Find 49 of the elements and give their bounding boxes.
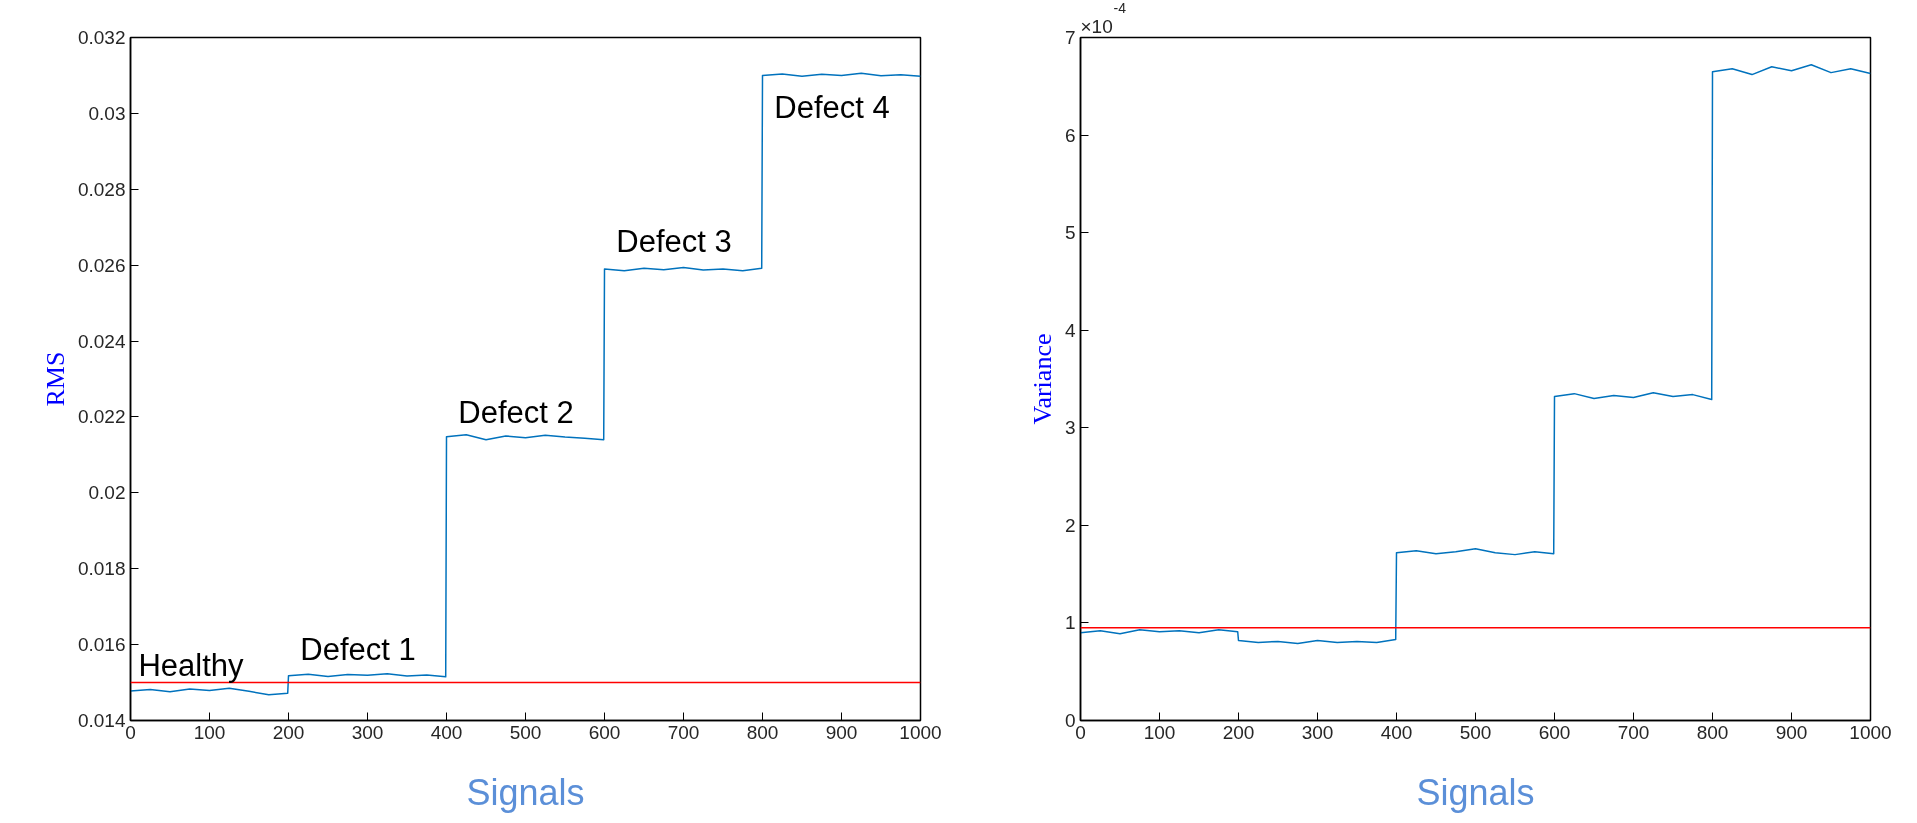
x-tick-label: 500 — [1459, 721, 1492, 743]
x-tick-label: 1000 — [899, 721, 942, 743]
annotation: Defect 3 — [616, 224, 732, 260]
x-tick-label: 300 — [351, 721, 384, 743]
y-axis-title: RMS — [40, 351, 70, 407]
y-tick-label: 7 — [1064, 27, 1076, 48]
y-tick-label: 2 — [1064, 514, 1076, 536]
line-series — [130, 72, 921, 696]
x-tick-label: 900 — [1775, 721, 1808, 743]
x-tick-label: 700 — [667, 721, 700, 743]
x-axis-title: Signals — [466, 771, 585, 813]
x-axis-title: Signals — [1416, 771, 1535, 813]
annotation: Defect 4 — [774, 90, 890, 126]
y-tick-label: 6 — [1064, 124, 1076, 146]
x-tick-label: 100 — [193, 721, 226, 743]
y-tick-label: 4 — [1064, 319, 1076, 341]
x-tick-label: 200 — [272, 721, 305, 743]
y-tick-label: 0.026 — [77, 254, 126, 276]
x-tick-label: 700 — [1617, 721, 1650, 743]
y-tick-label: 0.014 — [77, 710, 126, 731]
y-tick-label: 0.018 — [77, 558, 126, 580]
x-tick-label: 500 — [509, 721, 542, 743]
x-tick-label: 100 — [1143, 721, 1176, 743]
y-tick-label: 1 — [1064, 612, 1076, 634]
annotation: Defect 2 — [458, 394, 574, 430]
y-tick-label: 0.03 — [88, 102, 126, 124]
x-tick-label: 800 — [1696, 721, 1729, 743]
y-tick-label: 0.032 — [77, 27, 126, 48]
annotation: Healthy — [138, 647, 245, 683]
y-tick-label: 0.022 — [77, 406, 126, 428]
x-tick-label: 400 — [430, 721, 463, 743]
y-tick-label: 0.028 — [77, 178, 126, 200]
x-tick-label: 1000 — [1849, 721, 1892, 743]
y-tick-label: 5 — [1064, 222, 1076, 244]
x-tick-label: 200 — [1222, 721, 1255, 743]
y-tick-label: 3 — [1064, 417, 1076, 439]
y-tick-label: 0.02 — [88, 482, 126, 504]
x-tick-label: 600 — [1538, 721, 1571, 743]
x-tick-label: 600 — [588, 721, 621, 743]
y-tick-label: 0.016 — [77, 634, 126, 656]
x-tick-label: 900 — [825, 721, 858, 743]
x-tick-label: 300 — [1301, 721, 1334, 743]
y-axis-title: Variance — [1027, 333, 1057, 425]
x-tick-label: 800 — [746, 721, 779, 743]
line-series — [1080, 64, 1871, 645]
text: ×10-4 — [1080, 0, 1127, 37]
annotation: Defect 1 — [300, 632, 416, 668]
x-tick-label: 400 — [1380, 721, 1413, 743]
y-tick-label: 0.024 — [77, 330, 126, 352]
